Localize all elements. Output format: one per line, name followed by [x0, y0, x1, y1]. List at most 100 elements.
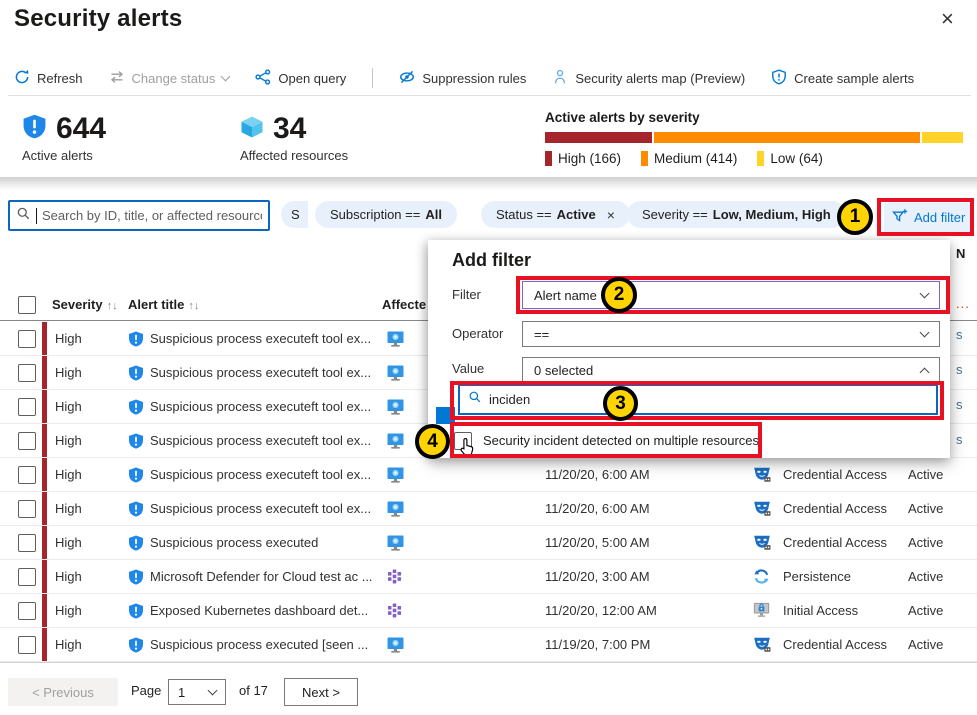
sort-icons: ↑↓ — [106, 300, 118, 312]
security-alerts-map-button[interactable]: Security alerts map (Preview) — [552, 69, 745, 88]
severity-color-bar — [42, 492, 47, 525]
severity-cell: High — [55, 399, 82, 414]
page-number-select[interactable]: 1 — [168, 679, 226, 705]
toolbar-divider-line — [8, 95, 971, 96]
table-row[interactable]: High Exposed Kubernetes dashboard det...… — [0, 594, 977, 628]
alert-title-cell: Suspicious process executed [seen ... — [150, 637, 369, 652]
severity-color-bar — [42, 594, 47, 627]
initial-access-icon — [753, 602, 771, 619]
row-checkbox[interactable] — [18, 432, 36, 450]
map-person-icon — [552, 69, 568, 88]
status-cell: Active — [908, 637, 944, 652]
annotation-badge-1: 1 — [837, 199, 873, 235]
row-checkbox[interactable] — [18, 534, 36, 552]
filter-pill-fragment[interactable]: S — [281, 201, 308, 228]
alert-shield-icon — [128, 467, 144, 483]
row-checkbox[interactable] — [18, 466, 36, 484]
row-checkbox[interactable] — [18, 636, 36, 654]
change-status-icon — [109, 69, 125, 88]
row-checkbox[interactable] — [18, 568, 36, 586]
vm-icon — [387, 637, 404, 653]
create-sample-alerts-button[interactable]: Create sample alerts — [771, 68, 914, 88]
change-status-button[interactable]: Change status — [109, 69, 231, 88]
search-input[interactable] — [42, 208, 262, 223]
tactic-cell: Initial Access — [783, 603, 859, 618]
status-cell: Active — [908, 603, 944, 618]
chevron-down-icon — [919, 327, 930, 338]
severity-cell: High — [55, 331, 82, 346]
row-checkbox[interactable] — [18, 330, 36, 348]
value-dropdown[interactable]: 0 selected — [522, 357, 940, 383]
alert-shield-icon — [128, 637, 144, 653]
row-checkbox[interactable] — [18, 602, 36, 620]
affected-resources-label: Affected resources — [240, 148, 349, 163]
affected-resources-stat: 34 Affected resources — [240, 112, 348, 163]
select-all-checkbox[interactable] — [18, 296, 36, 314]
open-query-button[interactable]: Open query — [255, 68, 346, 88]
add-filter-popup: Add filter Filter Alert name Operator ==… — [428, 240, 950, 458]
filter-pill-subscription[interactable]: Subscription == All — [315, 201, 457, 228]
alert-title-cell: Suspicious process executeft tool ex... — [150, 399, 372, 414]
page-label: Page — [131, 683, 162, 698]
column-header-alert-title[interactable]: Alert title ↑↓ — [128, 297, 200, 312]
alert-shield-icon — [128, 365, 144, 381]
row-checkbox[interactable] — [18, 500, 36, 518]
edge-fragment: ... — [956, 296, 970, 311]
value-search-input[interactable] — [489, 392, 928, 407]
column-header-affected[interactable]: Affecte — [382, 297, 427, 312]
alert-title-cell: Exposed Kubernetes dashboard det... — [150, 603, 369, 618]
active-alerts-label: Active alerts — [22, 148, 93, 163]
table-row[interactable]: High Suspicious process executeft tool e… — [0, 458, 977, 492]
next-page-button[interactable]: Next > — [284, 678, 358, 706]
severity-color-bar — [42, 560, 47, 593]
refresh-button[interactable]: Refresh — [14, 69, 83, 88]
shield-alert-icon — [22, 114, 47, 144]
alerts-search-box[interactable] — [8, 200, 270, 231]
table-row[interactable]: High Suspicious process executeft tool e… — [0, 492, 977, 526]
page-of-label: of 17 — [239, 683, 268, 698]
row-checkbox[interactable] — [18, 364, 36, 382]
value-search-box[interactable] — [458, 384, 938, 415]
tactic-cell: Credential Access — [783, 467, 888, 482]
start-time-cell: 11/19/20, 7:00 PM — [545, 637, 651, 652]
chevron-down-icon — [919, 288, 930, 299]
remove-filter-icon[interactable]: × — [606, 206, 615, 223]
legend-label-medium: Medium (414) — [654, 151, 738, 166]
severity-cell: High — [55, 535, 82, 550]
vm-icon — [387, 467, 404, 483]
severity-cell: High — [55, 433, 82, 448]
start-time-cell: 11/20/20, 6:00 AM — [545, 467, 650, 482]
select-all-checkbox-partial[interactable] — [436, 407, 455, 424]
filter-dropdown[interactable]: Alert name — [522, 281, 940, 309]
severity-bar-low — [921, 132, 964, 143]
page-title: Security alerts — [14, 5, 183, 32]
add-filter-button[interactable]: Add filter — [884, 203, 974, 232]
filter-pill-status[interactable]: Status == Active × — [481, 201, 630, 228]
column-header-severity[interactable]: Severity ↑↓ — [52, 297, 118, 312]
edge-fragment: s — [956, 327, 963, 342]
table-row[interactable]: High Microsoft Defender for Cloud test a… — [0, 560, 977, 594]
severity-color-bar — [42, 390, 47, 423]
mask-icon — [753, 534, 771, 551]
start-time-cell: 11/20/20, 6:00 AM — [545, 501, 650, 516]
vm-icon — [387, 331, 404, 347]
text-caret — [36, 207, 37, 224]
table-row[interactable]: High Suspicious process executed [seen .… — [0, 628, 977, 662]
filter-pill-severity[interactable]: Severity == Low, Medium, High — [627, 201, 846, 228]
suppression-rules-button[interactable]: Suppression rules — [399, 69, 526, 88]
severity-color-bar — [42, 628, 47, 661]
active-alerts-stat: 644 Active alerts — [22, 112, 106, 163]
row-checkbox[interactable] — [18, 398, 36, 416]
previous-page-button[interactable]: < Previous — [8, 678, 118, 706]
close-icon[interactable]: × — [941, 6, 954, 31]
table-row[interactable]: High Suspicious process executed 11/20/2… — [0, 526, 977, 560]
sort-icons: ↑↓ — [188, 300, 200, 312]
value-option-row[interactable]: Security incident detected on multiple r… — [454, 425, 794, 456]
operator-dropdown[interactable]: == — [522, 321, 940, 347]
tactic-cell: Credential Access — [783, 535, 888, 550]
toolbar-divider — [372, 68, 374, 88]
persistence-icon — [753, 568, 771, 585]
refresh-icon — [14, 69, 30, 88]
alert-title-cell: Suspicious process executeft tool ex... — [150, 433, 372, 448]
